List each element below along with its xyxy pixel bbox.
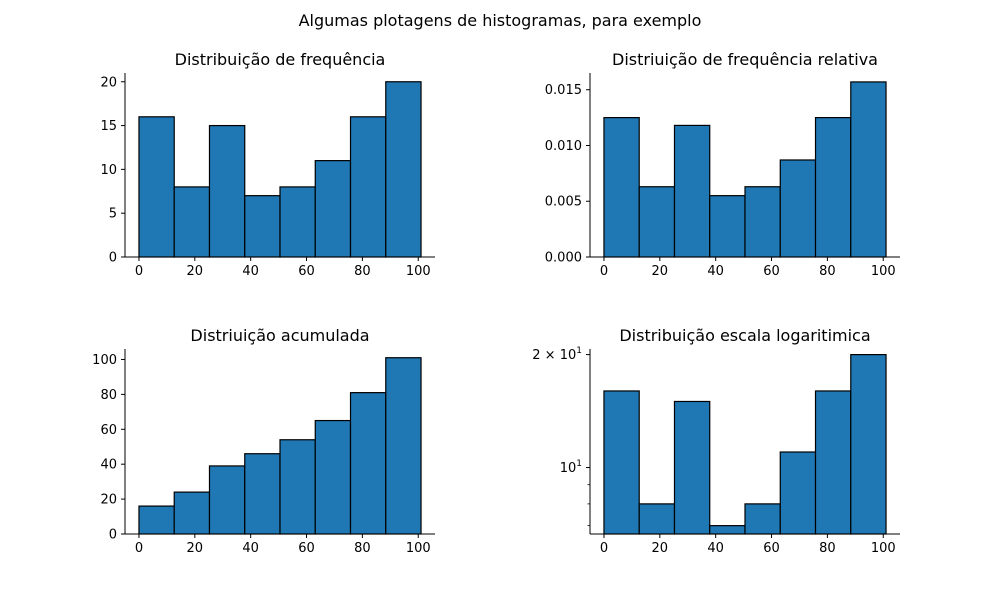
histogram-bar <box>744 503 781 535</box>
histogram-bar <box>279 186 316 258</box>
figure-suptitle: Algumas plotagens de histogramas, para e… <box>299 11 702 30</box>
y-tick-label: 0.010 <box>545 139 582 154</box>
y-tick-label: 5 <box>109 207 117 222</box>
y-tick-label: 20 <box>100 493 117 508</box>
x-tick-label: 0 <box>600 541 608 556</box>
histogram-bar <box>779 451 817 535</box>
histogram-bar <box>673 400 711 535</box>
histogram-bar <box>850 354 887 535</box>
y-tick-label: 60 <box>100 423 117 438</box>
histogram-bar <box>279 439 316 535</box>
chart-title: Distriuição acumulada <box>190 326 369 345</box>
y-tick-label: 2 × 101 <box>532 346 582 363</box>
y-tick-label: 0 <box>109 251 117 266</box>
histogram-bar <box>385 357 422 535</box>
x-tick-label: 100 <box>871 264 896 279</box>
histogram-bar <box>208 465 246 535</box>
y-tick-label: 0.000 <box>545 251 582 266</box>
histogram-bar <box>349 392 387 535</box>
y-tick-label-exponent: 1 <box>576 346 582 356</box>
y-tick-label: 100 <box>92 353 117 368</box>
y-tick-label: 20 <box>100 75 117 90</box>
x-tick-label: 20 <box>187 264 204 279</box>
x-tick-label: 20 <box>652 541 669 556</box>
histogram-bar <box>173 491 211 535</box>
chart-title: Distribuição escala logaritimica <box>619 326 870 345</box>
y-tick-label: 15 <box>100 119 117 134</box>
histogram-bar <box>814 390 852 535</box>
histogram-bar <box>138 116 175 258</box>
histogram-bar <box>314 160 352 258</box>
x-tick-label: 40 <box>242 264 259 279</box>
y-tick-label: 10 <box>100 163 117 178</box>
x-tick-label: 100 <box>406 541 431 556</box>
histogram-bar <box>603 117 640 258</box>
y-tick-label-base: 2 × 10 <box>532 348 576 363</box>
x-tick-label: 60 <box>298 541 315 556</box>
x-tick-label: 60 <box>763 264 780 279</box>
y-tick-label: 101 <box>560 459 582 476</box>
x-tick-label: 80 <box>354 264 371 279</box>
histogram-bar <box>349 116 387 258</box>
histogram-bar <box>138 505 175 535</box>
histogram-bar <box>673 124 711 258</box>
histogram-bar <box>173 186 211 258</box>
x-tick-label: 0 <box>135 264 143 279</box>
x-tick-label: 100 <box>406 264 431 279</box>
x-tick-label: 0 <box>135 541 143 556</box>
x-tick-label: 80 <box>819 541 836 556</box>
x-tick-label: 40 <box>707 264 724 279</box>
panel-log-scale-distribution: Distribuição escala logaritimica 0 20 40 60 8… <box>532 326 900 556</box>
x-tick-label: 80 <box>354 541 371 556</box>
histogram-bar <box>850 81 887 258</box>
panel-relative-frequency-distribution: Distriuição de frequência relativa 0 20 40 6… <box>545 50 900 279</box>
y-tick-label: 0.015 <box>545 83 582 98</box>
x-tick-label: 40 <box>242 541 259 556</box>
histogram-bar <box>244 195 281 258</box>
histogram-bar <box>638 503 676 535</box>
histogram-bar <box>385 81 422 258</box>
histogram-bar <box>779 159 817 258</box>
x-tick-label: 20 <box>187 541 204 556</box>
histogram-bar <box>603 390 640 535</box>
y-tick-label: 40 <box>100 458 117 473</box>
x-tick-label: 60 <box>298 264 315 279</box>
y-tick-label: 0.005 <box>545 195 582 210</box>
histogram-bar <box>814 117 852 258</box>
histogram-bar <box>208 124 246 258</box>
y-tick-label: 0 <box>109 528 117 543</box>
x-tick-label: 60 <box>763 541 780 556</box>
x-tick-label: 80 <box>819 264 836 279</box>
chart-title: Distribuição de frequência <box>175 50 386 69</box>
y-tick-label: 80 <box>100 388 117 403</box>
y-tick-label-exponent: 1 <box>576 459 582 469</box>
panel-cumulative-distribution: Distriuição acumulada 0 20 40 60 80 100 0 20 40 60… <box>92 326 435 556</box>
chart-title: Distriuição de frequência relativa <box>612 50 878 69</box>
histogram-bar <box>314 419 352 535</box>
panel-frequency-distribution: Distribuição de frequência 0 20 40 60 80 100 0 5… <box>100 50 435 279</box>
histogram-bar <box>244 453 281 535</box>
histogram-bar <box>638 186 676 258</box>
x-tick-label: 40 <box>707 541 724 556</box>
x-tick-label: 0 <box>600 264 608 279</box>
x-tick-label: 20 <box>652 264 669 279</box>
x-tick-label: 100 <box>871 541 896 556</box>
histogram-bar <box>709 195 746 258</box>
y-tick-label-base: 10 <box>560 461 577 476</box>
histogram-bar <box>744 186 781 258</box>
histogram-bar <box>709 525 746 535</box>
